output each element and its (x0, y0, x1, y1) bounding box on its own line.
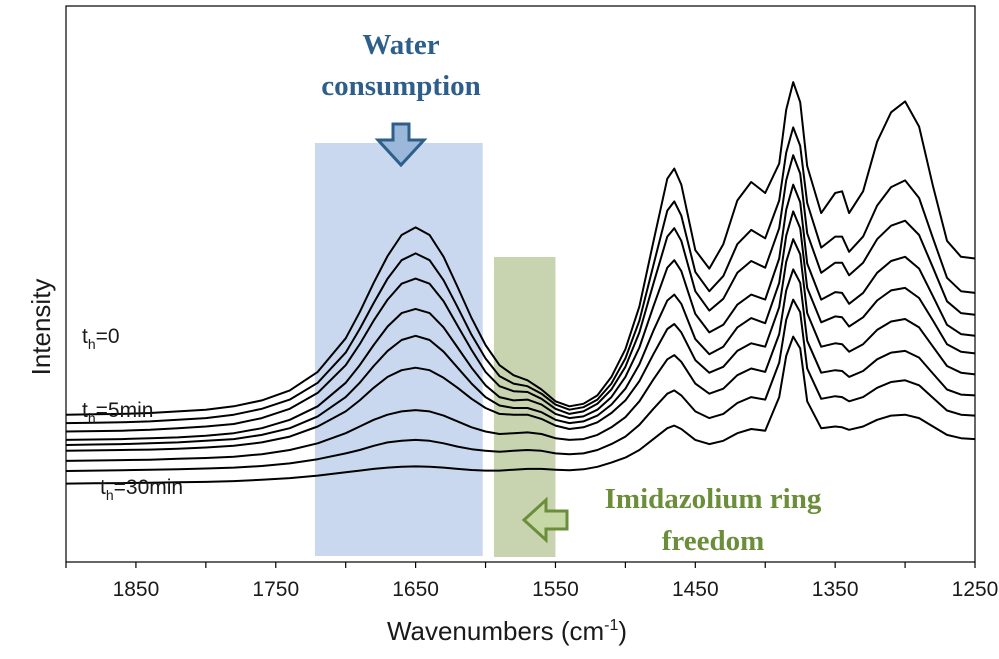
x-tick-label: 1450 (672, 578, 719, 601)
series-label-3: th=30min (100, 476, 183, 503)
spectrum-line-4 (65, 183, 976, 441)
x-tick-label: 1750 (252, 578, 299, 601)
spectrum-line-3 (65, 154, 976, 433)
x-tick-label: 1250 (952, 578, 999, 601)
spectrum-line-2 (65, 126, 976, 425)
annotation-imidazolium-line-1: Imidazolium ring (605, 483, 822, 515)
y-axis-title: Intensity (26, 279, 56, 376)
annotation-imidazolium: Imidazolium ring freedom (521, 483, 822, 557)
highlight-region-1 (314, 143, 483, 556)
series-label-2: th=5min (82, 399, 153, 426)
spectrum-line-1 (65, 81, 976, 416)
x-tick-label: 1850 (113, 578, 160, 601)
annotation-water-line-2: consumption (321, 70, 481, 102)
x-axis-tick-labels: 1850 1750 1650 1550 1450 1350 1250 (113, 578, 999, 601)
spectrum-line-7 (65, 268, 976, 462)
plot-frame (65, 5, 976, 563)
arrow-down-icon (374, 122, 428, 168)
x-tick-label: 1350 (812, 578, 859, 601)
spectra (65, 81, 976, 485)
annotation-imidazolium-line-2: freedom (662, 525, 765, 557)
x-axis-ticks (65, 562, 976, 568)
annotation-water-line-1: Water (362, 29, 439, 61)
spectrum-line-8 (65, 298, 976, 472)
x-axis-title: Wavenumbers (cm-1) (387, 616, 627, 646)
annotation-water: Water consumption (321, 29, 481, 168)
series-label-1: th=0 (82, 325, 120, 352)
spectrum-line-9 (65, 335, 976, 485)
arrow-left-icon (521, 496, 569, 544)
series-labels: th=0 th=5min th=30min (82, 325, 183, 503)
x-tick-label: 1550 (532, 578, 579, 601)
spectrum-line-5 (65, 210, 976, 446)
spectrum-line-6 (65, 238, 976, 452)
x-tick-label: 1650 (392, 578, 439, 601)
highlight-regions (314, 143, 556, 557)
